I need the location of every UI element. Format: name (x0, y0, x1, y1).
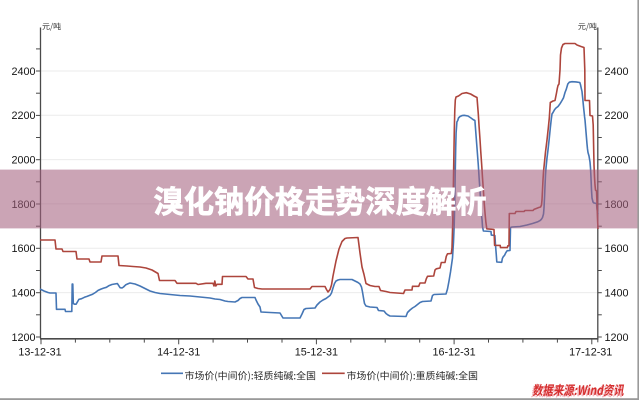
svg-text:15-12-31: 15-12-31 (295, 347, 338, 359)
svg-text:1400: 1400 (11, 288, 35, 300)
svg-text:1400: 1400 (605, 288, 629, 300)
svg-text:13-12-31: 13-12-31 (18, 347, 61, 359)
svg-text:2000: 2000 (605, 155, 629, 167)
svg-text:2200: 2200 (605, 110, 629, 122)
svg-text:2400: 2400 (11, 66, 35, 78)
svg-text:1200: 1200 (605, 332, 629, 344)
svg-text:2000: 2000 (11, 155, 35, 167)
svg-text:2200: 2200 (11, 110, 35, 122)
svg-text:1200: 1200 (11, 332, 35, 344)
svg-text:1600: 1600 (605, 243, 629, 255)
svg-text:2400: 2400 (605, 66, 629, 78)
svg-text:17-12-31: 17-12-31 (569, 347, 612, 359)
svg-text:16-12-31: 16-12-31 (432, 347, 475, 359)
svg-text:14-12-31: 14-12-31 (157, 347, 200, 359)
svg-text:1600: 1600 (11, 243, 35, 255)
